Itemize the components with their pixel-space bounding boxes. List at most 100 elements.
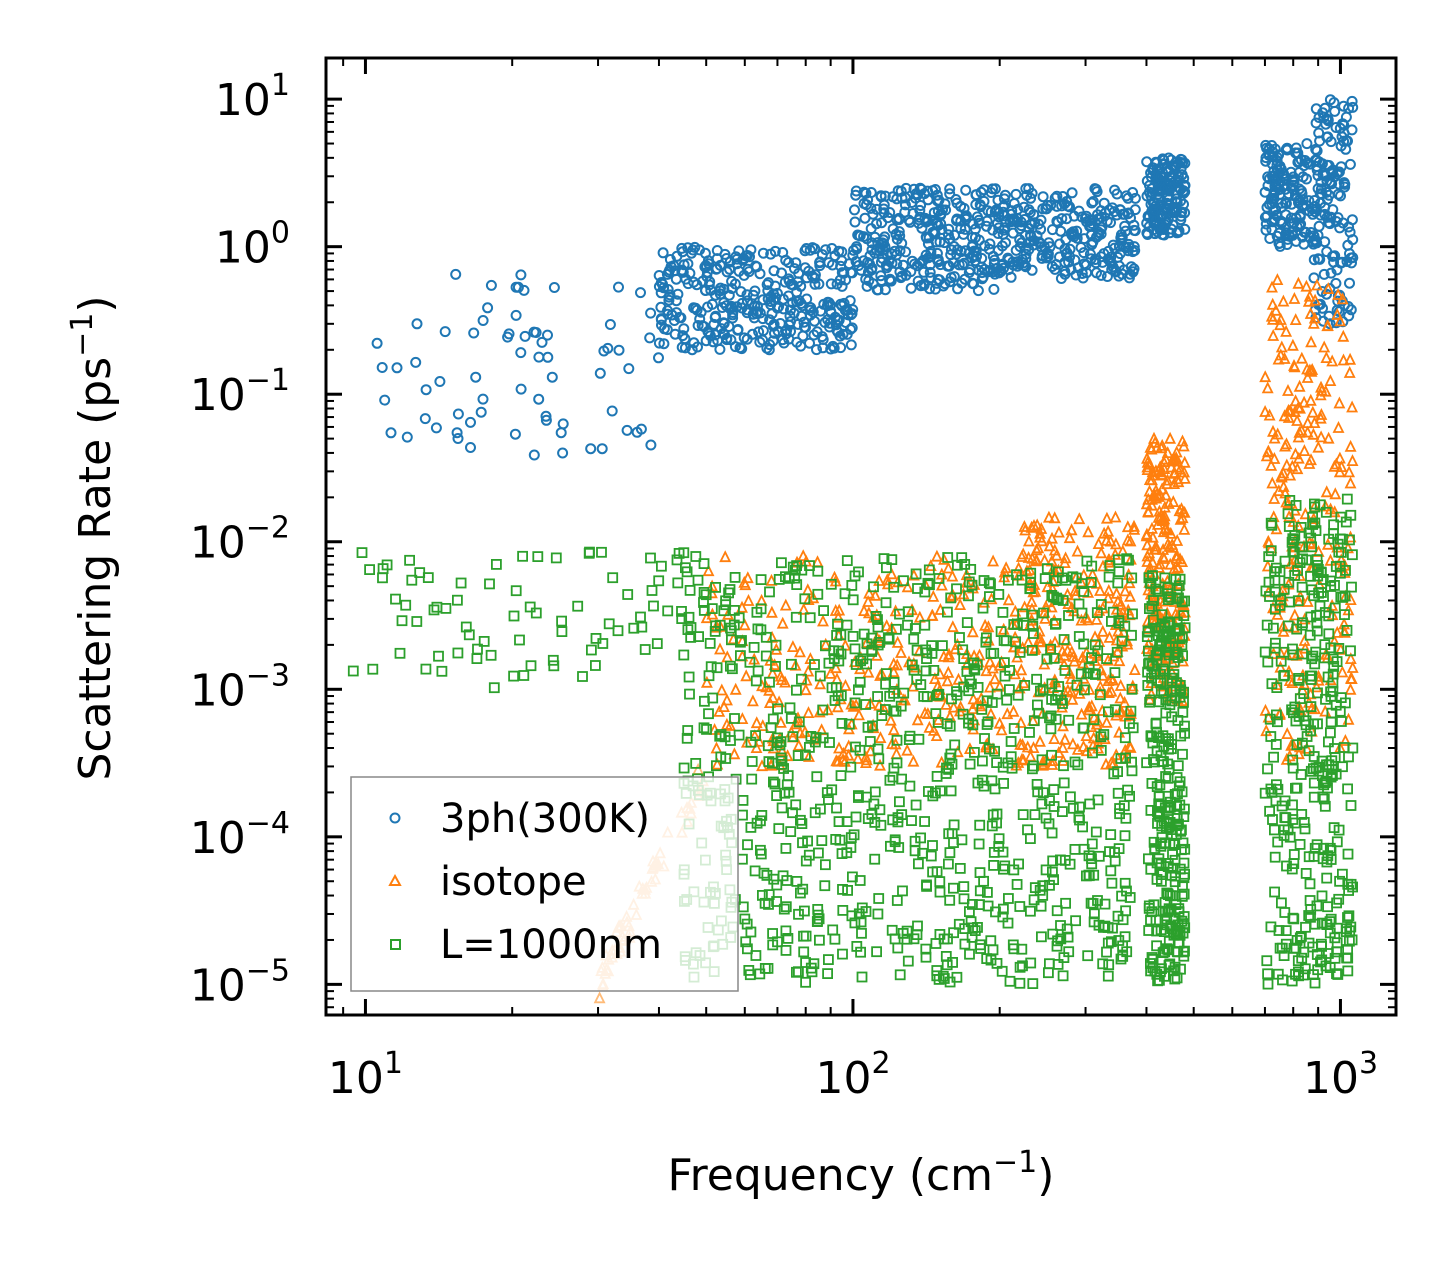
point-3ph(300K) (814, 256, 826, 268)
point-isotope (927, 589, 940, 602)
point-isotope (1319, 499, 1332, 512)
point-isotope (1102, 591, 1115, 604)
point-3ph(300K) (1013, 258, 1025, 270)
point-isotope (1100, 715, 1113, 728)
point-isotope (766, 690, 779, 703)
point-3ph(300K) (1313, 220, 1325, 232)
point-3ph(300K) (1156, 229, 1168, 240)
point-3ph(300K) (733, 245, 745, 257)
point-isotope (1057, 719, 1069, 732)
point-isotope (945, 590, 958, 603)
point-3ph(300K) (997, 206, 1009, 218)
point-3ph(300K) (948, 241, 960, 252)
point-isotope (1286, 459, 1299, 472)
legend-label-l1000nm: L=1000nm (440, 922, 662, 968)
point-3ph(300K) (871, 244, 883, 256)
point-isotope (1155, 441, 1168, 454)
point-3ph(300K) (1276, 197, 1288, 209)
point-isotope (1329, 487, 1342, 500)
point-3ph(300K) (1049, 263, 1061, 275)
point-isotope (1326, 598, 1339, 611)
point-3ph(300K) (1318, 268, 1330, 280)
point-isotope (1331, 625, 1344, 638)
point-isotope (1056, 700, 1068, 713)
point-isotope (1146, 530, 1159, 543)
point-3ph(300K) (510, 309, 522, 321)
point-isotope (1260, 449, 1273, 462)
point-3ph(300K) (410, 356, 422, 368)
point-isotope (1048, 511, 1061, 524)
point-isotope (824, 666, 837, 679)
point-isotope (792, 738, 805, 751)
point-isotope (1344, 352, 1357, 365)
point-isotope (1288, 358, 1300, 371)
point-L=1000nm (662, 605, 674, 617)
legend: 3ph(300K) isotope L=1000nm (350, 776, 739, 992)
point-3ph(300K) (1056, 200, 1068, 212)
point-isotope (839, 678, 852, 691)
point-3ph(300K) (1296, 188, 1308, 200)
point-3ph(300K) (1085, 229, 1097, 241)
point-3ph(300K) (798, 316, 810, 328)
point-3ph(300K) (822, 296, 834, 308)
point-3ph(300K) (1301, 138, 1313, 150)
point-isotope (1025, 520, 1038, 533)
point-3ph(300K) (900, 246, 912, 258)
point-3ph(300K) (1060, 234, 1072, 246)
point-isotope (715, 683, 728, 696)
point-isotope (1028, 518, 1040, 531)
point-3ph(300K) (910, 188, 922, 200)
point-3ph(300K) (1339, 178, 1351, 190)
point-isotope (880, 619, 893, 631)
point-3ph(300K) (924, 266, 936, 278)
point-3ph(300K) (714, 288, 726, 300)
point-isotope (1293, 425, 1306, 438)
point-isotope (1109, 547, 1122, 560)
point-isotope (814, 677, 827, 690)
point-L=1000nm (451, 594, 463, 606)
point-isotope (993, 716, 1006, 729)
point-3ph(300K) (536, 336, 548, 348)
point-isotope (1158, 512, 1171, 525)
point-isotope (954, 700, 967, 713)
point-3ph(300K) (1012, 213, 1023, 224)
point-3ph(300K) (768, 265, 780, 277)
point-L=1000nm (517, 550, 528, 562)
point-3ph(300K) (1091, 186, 1103, 198)
point-isotope (1037, 754, 1050, 767)
point-3ph(300K) (1340, 111, 1352, 123)
point-3ph(300K) (385, 427, 397, 439)
point-3ph(300K) (795, 280, 807, 292)
point-3ph(300K) (865, 187, 877, 198)
point-isotope (1142, 504, 1155, 517)
point-isotope (741, 571, 754, 584)
point-isotope (987, 554, 1000, 567)
point-3ph(300K) (665, 261, 677, 273)
point-3ph(300K) (893, 214, 905, 226)
point-L=1000nm (764, 586, 775, 598)
point-3ph(300K) (465, 416, 476, 428)
point-3ph(300K) (477, 393, 489, 405)
point-3ph(300K) (931, 189, 943, 201)
point-isotope (817, 614, 829, 627)
point-isotope (1159, 488, 1172, 501)
point-3ph(300K) (785, 304, 796, 316)
point-3ph(300K) (613, 344, 625, 356)
point-3ph(300K) (1268, 193, 1279, 205)
point-3ph(300K) (866, 244, 878, 256)
point-3ph(300K) (989, 206, 1001, 218)
point-3ph(300K) (711, 263, 723, 275)
point-isotope (1284, 468, 1297, 481)
point-isotope (907, 754, 920, 767)
point-isotope (887, 723, 900, 736)
point-isotope (1280, 458, 1293, 471)
point-L=1000nm (635, 611, 646, 623)
point-3ph(300K) (1268, 216, 1280, 228)
point-isotope (884, 713, 897, 726)
point-isotope (1344, 476, 1357, 489)
point-isotope (1100, 533, 1113, 546)
point-isotope (940, 697, 953, 710)
point-3ph(300K) (477, 315, 489, 326)
point-L=1000nm (678, 547, 690, 559)
point-3ph(300K) (1037, 191, 1049, 203)
